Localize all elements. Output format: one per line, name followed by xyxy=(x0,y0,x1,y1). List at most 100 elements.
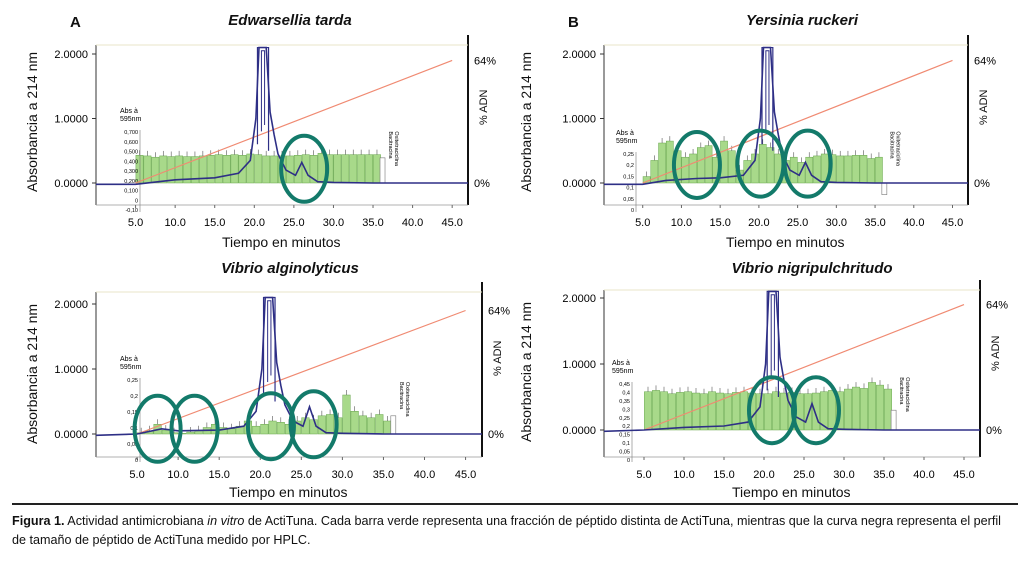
control-bar xyxy=(379,157,386,184)
activity-bar xyxy=(326,414,335,435)
activity-bar xyxy=(796,393,804,431)
gradient-line xyxy=(642,59,953,184)
inset-tick-label: 0,1 xyxy=(626,186,634,192)
activity-bar xyxy=(341,154,350,184)
chart-svg: 2.0000 1.0000 0.0000 64% 0% 5.0 10.0 15.0 20.0 25… xyxy=(54,282,510,481)
y-tick-label: 2.0000 xyxy=(562,293,596,305)
inset-label-line2: 595nm xyxy=(616,138,638,145)
x-tick-label: 10.0 xyxy=(671,217,692,229)
hplc-curve xyxy=(95,296,482,437)
highlight-circle xyxy=(288,389,339,460)
hplc-peak-outline xyxy=(256,46,270,151)
chart-svg: 2.0000 1.0000 0.0000 64% 0% 5.0 10.0 15.0 20.0 25… xyxy=(562,35,996,229)
chart-svg: 2.0000 1.0000 0.0000 64% 0% 5.0 10.0 15.0 20.0 25… xyxy=(54,35,496,229)
inset-tick-label: 0 xyxy=(135,198,138,204)
y2-top-label: 64% xyxy=(974,55,996,67)
y2-axis-title: % ADN xyxy=(478,89,490,125)
activity-bar xyxy=(668,393,676,431)
activity-bar xyxy=(684,391,692,431)
x-tick-label: 45.0 xyxy=(953,469,974,481)
inset-label-line1: Abs à xyxy=(120,356,138,363)
activity-bar xyxy=(804,393,812,431)
x-tick-label: 15.0 xyxy=(713,469,734,481)
activity-bar xyxy=(766,147,775,184)
y2-bottom-label: 0% xyxy=(974,178,990,190)
activity-bar xyxy=(342,394,351,435)
x-tick-label: 20.0 xyxy=(244,217,265,229)
x-tick-label: 5.0 xyxy=(635,217,650,229)
highlight-circle xyxy=(782,128,833,199)
inset-label-line2: 595nm xyxy=(612,368,634,375)
control-bar xyxy=(890,409,897,431)
inset-tick-label: 0,2 xyxy=(130,394,138,400)
activity-bar xyxy=(358,415,367,435)
activity-bar xyxy=(812,392,820,431)
x-tick-label: 30.0 xyxy=(332,469,353,481)
x-tick-label: 20.0 xyxy=(753,469,774,481)
y2-axis-title: % ADN xyxy=(990,335,1002,371)
hplc-peak-inner xyxy=(765,50,770,132)
hplc-peak-outline xyxy=(766,290,779,397)
x-tick-label: 30.0 xyxy=(323,217,344,229)
x-tick-label: 5.0 xyxy=(129,469,144,481)
x-tick-label: 10.0 xyxy=(164,217,185,229)
y-tick-label: 0.0000 xyxy=(54,429,88,441)
y-axis-title: Absorbancia a 214 nm xyxy=(518,301,534,442)
activity-bar xyxy=(743,160,752,184)
hplc-peak-outline xyxy=(262,296,276,402)
caption-text-1: Actividad antimicrobiana xyxy=(64,514,208,528)
x-tick-label: 40.0 xyxy=(414,469,435,481)
highlight-circle xyxy=(132,393,183,464)
activity-bar xyxy=(724,393,732,431)
activity-bar xyxy=(859,155,868,184)
activity-bar xyxy=(700,393,708,431)
inset-tick-label: 0,35 xyxy=(619,399,630,405)
activity-bar xyxy=(230,154,239,184)
figure-caption: Figura 1. Actividad antimicrobiana in vi… xyxy=(12,512,1012,550)
highlight-circle xyxy=(245,391,296,462)
activity-bar xyxy=(373,154,381,184)
activity-bar xyxy=(851,155,860,184)
highlight-circle xyxy=(791,375,841,446)
chart-svg: 2.0000 1.0000 0.0000 64% 0% 5.0 10.0 15.0 20.0 25… xyxy=(562,280,1008,481)
chart-panel-vibrio-alginolyticus: 2.0000 1.0000 0.0000 64% 0% 5.0 10.0 15.0 20.0 25… xyxy=(0,252,512,504)
control-label-2: Oxitetraciclina xyxy=(904,377,910,412)
activity-bar xyxy=(658,142,666,184)
y-tick-label: 2.0000 xyxy=(562,49,596,61)
gradient-line xyxy=(643,304,965,431)
y-tick-label: 0.0000 xyxy=(54,178,88,190)
caption-text-2: de ActiTuna. Cada barra verde representa… xyxy=(12,514,1001,547)
inset-tick-label: 0,2 xyxy=(622,424,630,430)
chart-panel-vibrio-nigripulchritudo: 2.0000 1.0000 0.0000 64% 0% 5.0 10.0 15.0 20.0 25… xyxy=(512,252,1024,504)
activity-bar xyxy=(270,155,278,184)
activity-bar xyxy=(836,155,845,184)
activity-bar xyxy=(365,154,373,184)
inset-tick-label: 0,4 xyxy=(622,390,630,396)
inset-label-line1: Abs à xyxy=(612,360,630,367)
x-tick-label: 10.0 xyxy=(673,469,694,481)
activity-bar xyxy=(828,390,836,431)
y2-top-label: 64% xyxy=(986,300,1008,312)
inset-tick-label: 0,25 xyxy=(127,378,138,384)
inset-tick-label: 0,05 xyxy=(623,197,634,203)
x-tick-label: 25.0 xyxy=(291,469,312,481)
inset-tick-label: 0,05 xyxy=(619,450,630,456)
activity-bar xyxy=(756,393,764,431)
inset-tick-label: 0,15 xyxy=(127,410,138,416)
activity-bar xyxy=(876,384,884,431)
y2-top-label: 64% xyxy=(474,55,496,67)
inset-tick-label: 0,400 xyxy=(124,159,138,165)
x-tick-label: 20.0 xyxy=(250,469,271,481)
y-tick-label: 2.0000 xyxy=(54,299,88,311)
x-tick-label: 45.0 xyxy=(942,217,963,229)
x-tick-label: 5.0 xyxy=(636,469,651,481)
activity-bar xyxy=(367,417,376,435)
panel-letter: B xyxy=(568,14,579,31)
x-tick-label: 10.0 xyxy=(167,469,188,481)
y2-axis-title: % ADN xyxy=(492,340,504,376)
y-tick-label: 1.0000 xyxy=(562,359,596,371)
highlight-circle xyxy=(169,393,220,464)
inset-tick-label: 0,700 xyxy=(124,130,138,136)
x-tick-label: 45.0 xyxy=(441,217,462,229)
activity-bar xyxy=(268,420,277,435)
